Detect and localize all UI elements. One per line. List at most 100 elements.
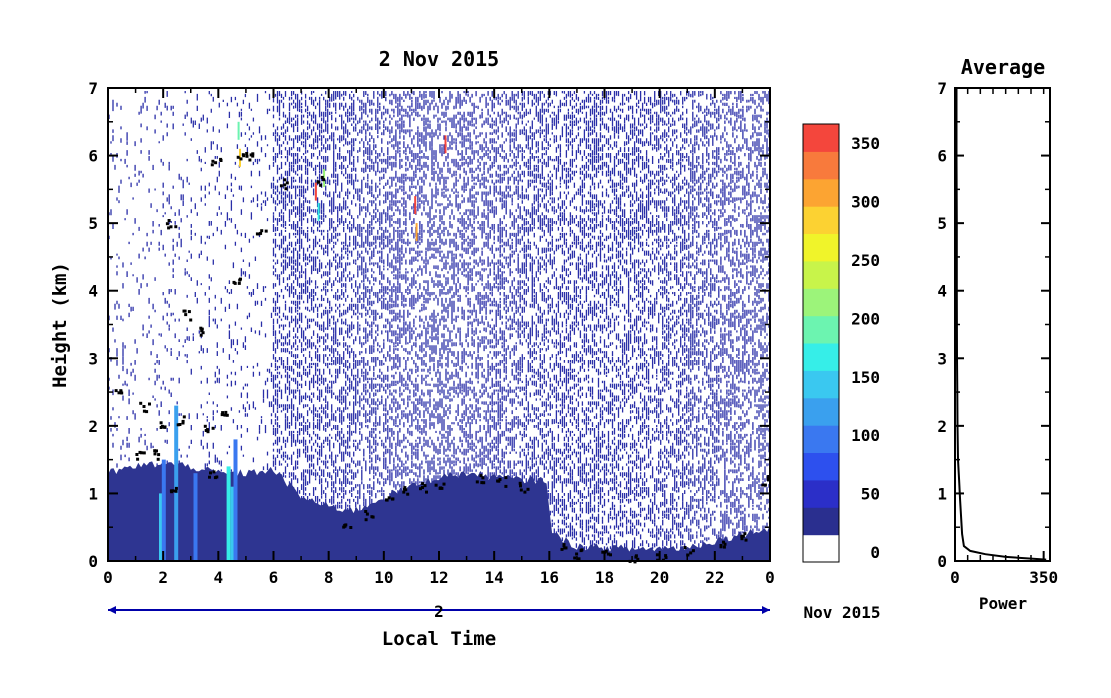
cloud-point bbox=[220, 413, 224, 417]
colorbar-cell bbox=[803, 315, 839, 344]
cloud-point bbox=[153, 449, 157, 453]
cloud-point bbox=[199, 326, 203, 330]
cloud-point bbox=[156, 457, 160, 461]
y-tick-label: 0 bbox=[88, 552, 98, 571]
y-tick-label: 5 bbox=[88, 214, 98, 233]
cloud-point bbox=[744, 538, 748, 542]
spike bbox=[159, 493, 163, 561]
cloud-point bbox=[174, 489, 178, 493]
heatmap-frame bbox=[107, 87, 771, 562]
cloud-point bbox=[245, 152, 249, 155]
spike bbox=[174, 405, 179, 561]
cloud-point bbox=[767, 475, 771, 478]
cloud-point bbox=[560, 547, 564, 551]
x-tick-label: 20 bbox=[650, 568, 669, 587]
average-power-line bbox=[955, 88, 1047, 561]
y-tick-label: 4 bbox=[88, 282, 98, 301]
cloud-point bbox=[480, 481, 484, 485]
colorbar-tick-label: 200 bbox=[851, 309, 880, 328]
cloud-point bbox=[609, 553, 612, 557]
date-bar: 2 Nov 2015 bbox=[108, 602, 881, 622]
colorbar-tick-label: 100 bbox=[851, 426, 880, 445]
cloud-point bbox=[260, 229, 264, 233]
cloud-point bbox=[223, 413, 227, 417]
cloud-point bbox=[224, 410, 228, 414]
colorbar-cell bbox=[803, 233, 839, 262]
colorbar-cell bbox=[803, 151, 839, 180]
average-x-label: Power bbox=[979, 594, 1027, 613]
x-tick-label: 4 bbox=[214, 568, 224, 587]
x-tick-label: 10 bbox=[374, 568, 393, 587]
colorbar-tick-label: 0 bbox=[870, 543, 880, 562]
y-axis-label: Height (km) bbox=[49, 262, 71, 388]
cloud-point bbox=[722, 545, 726, 549]
x-tick-label: 0 bbox=[765, 568, 775, 587]
cloud-point bbox=[479, 474, 483, 478]
cloud-point bbox=[563, 546, 567, 550]
cloud-point bbox=[285, 181, 289, 185]
cloud-point bbox=[423, 484, 427, 488]
cloud-point bbox=[604, 549, 608, 553]
colorbar-tick-label: 250 bbox=[851, 251, 880, 270]
cloud-point bbox=[402, 490, 406, 494]
cloud-point bbox=[211, 159, 215, 163]
cloud-point bbox=[206, 430, 210, 434]
cloud-point bbox=[210, 163, 214, 167]
cloud-point bbox=[251, 154, 255, 158]
cloud-point bbox=[391, 497, 394, 501]
cloud-point bbox=[140, 451, 143, 455]
cloud-point bbox=[364, 510, 368, 513]
cloud-point bbox=[740, 534, 744, 538]
speck bbox=[317, 202, 320, 221]
cloud-point bbox=[239, 277, 242, 281]
cloud-point bbox=[283, 178, 287, 182]
colorbar-frame bbox=[802, 123, 840, 563]
colorbar-cell bbox=[803, 479, 839, 508]
cloud-point bbox=[142, 451, 146, 455]
x-tick-label: 12 bbox=[429, 568, 448, 587]
cloud-point bbox=[283, 183, 287, 187]
cloud-point bbox=[184, 313, 188, 317]
colorbar-cells bbox=[803, 124, 839, 563]
cloud-point bbox=[316, 180, 320, 184]
cloud-point bbox=[387, 496, 391, 500]
speck bbox=[444, 135, 447, 154]
cloud-point bbox=[562, 544, 566, 548]
colorbar-cell bbox=[803, 206, 839, 234]
cloud-point bbox=[221, 411, 225, 415]
cloud-point bbox=[636, 557, 640, 561]
cloud-point bbox=[504, 476, 508, 480]
cloud-point bbox=[114, 389, 118, 393]
cloud-point bbox=[236, 155, 240, 159]
colorbar-cell bbox=[803, 370, 839, 399]
cloud-point bbox=[165, 222, 169, 226]
cloud-point bbox=[577, 557, 581, 561]
average-x-tick-label: 350 bbox=[1029, 568, 1058, 587]
cloud-point bbox=[142, 409, 146, 413]
cloud-point bbox=[155, 449, 158, 453]
cloud-point bbox=[199, 333, 203, 337]
cloud-point bbox=[766, 476, 770, 480]
cloud-point bbox=[211, 426, 215, 430]
cloud-point bbox=[419, 487, 422, 491]
cloud-point bbox=[683, 546, 687, 549]
cloud-point bbox=[189, 318, 193, 322]
x-tick-label: 8 bbox=[324, 568, 334, 587]
cloud-point bbox=[214, 161, 218, 165]
cloud-point bbox=[163, 425, 167, 429]
cloud-point bbox=[257, 232, 261, 236]
cloud-point bbox=[160, 424, 164, 428]
cloud-point bbox=[320, 175, 324, 179]
cloud-point bbox=[187, 310, 191, 314]
cloud-point bbox=[251, 152, 255, 156]
colorbar-cell bbox=[803, 425, 839, 453]
spike bbox=[233, 439, 238, 561]
speck bbox=[415, 223, 418, 242]
cloud-point bbox=[117, 391, 121, 395]
cloud-point bbox=[498, 477, 502, 481]
cloud-point bbox=[575, 552, 579, 556]
colorbar-tick-label: 150 bbox=[851, 368, 880, 387]
y-tick-label: 2 bbox=[88, 417, 98, 436]
average-y-tick-label: 2 bbox=[937, 417, 947, 436]
average-x-tick-label: 0 bbox=[950, 568, 960, 587]
